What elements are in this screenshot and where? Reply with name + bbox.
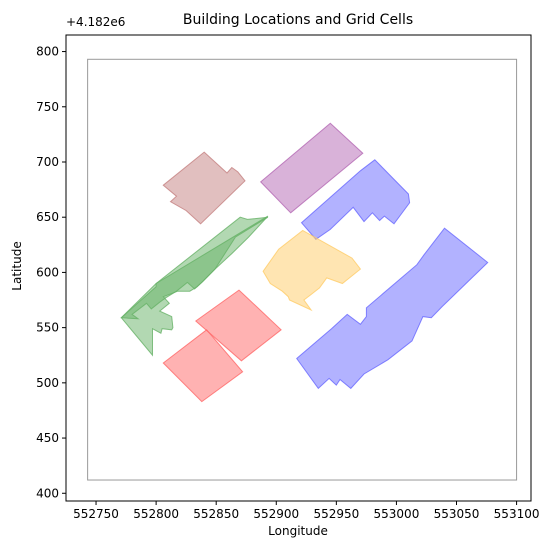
y-axis: 400 450 500 550 600 650 700 750 800 [36, 45, 66, 500]
blue-building-bottom [296, 227, 489, 390]
x-tick-label: 552800 [133, 507, 179, 521]
blue-building-top [300, 159, 411, 240]
x-axis-label: Longitude [268, 524, 328, 538]
red-building-middle [194, 289, 282, 362]
brown-building [162, 151, 246, 225]
y-axis-label: Latitude [10, 241, 24, 290]
y-tick-label: 600 [36, 265, 59, 279]
y-tick-label: 450 [36, 431, 59, 445]
x-tick-label: 552750 [73, 507, 119, 521]
grid-boundary [87, 58, 518, 481]
orange-building [262, 229, 362, 312]
purple-building [259, 122, 364, 214]
x-tick-label: 553100 [494, 507, 540, 521]
x-tick-label: 552900 [253, 507, 299, 521]
y-tick-label: 500 [36, 376, 59, 390]
y-offset-label: +4.182e6 [66, 15, 125, 29]
y-tick-label: 550 [36, 321, 59, 335]
y-tick-label: 750 [36, 100, 59, 114]
y-tick-label: 400 [36, 486, 59, 500]
plot-frame [65, 34, 532, 502]
x-tick-label: 552850 [193, 507, 239, 521]
x-tick-label: 553000 [374, 507, 420, 521]
y-tick-label: 650 [36, 210, 59, 224]
chart-title: Building Locations and Grid Cells [183, 12, 413, 28]
green-building-right-edge [120, 216, 269, 320]
y-tick-label: 700 [36, 155, 59, 169]
plot-area [87, 58, 518, 481]
x-axis: 552750 552800 552850 552900 552950 553000 5530… [73, 501, 539, 521]
x-tick-label: 553050 [434, 507, 480, 521]
y-tick-label: 800 [36, 45, 59, 59]
red-building-bottom [162, 329, 244, 403]
x-tick-label: 552950 [313, 507, 359, 521]
